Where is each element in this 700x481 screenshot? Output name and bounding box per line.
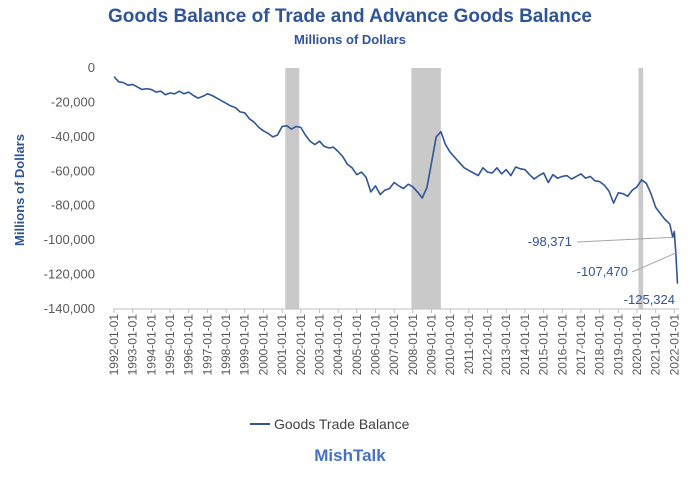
x-tick-label: 2002-01-01 (294, 314, 308, 376)
x-tick-label: 2020-01-01 (630, 314, 644, 376)
y-tick-label: -100,000 (44, 232, 95, 247)
x-tick-label: 2014-01-01 (518, 314, 532, 376)
x-tick-label: 2016-01-01 (555, 314, 569, 376)
x-tick-label: 1997-01-01 (200, 314, 214, 376)
data-label-leader (631, 252, 677, 273)
x-tick-label: 2010-01-01 (443, 314, 457, 376)
series-line (113, 76, 679, 284)
data-label: -98,371 (528, 234, 572, 249)
y-tick-label: -40,000 (51, 129, 95, 144)
x-tick-label: 2007-01-01 (387, 314, 401, 376)
x-tick-label: 2006-01-01 (368, 314, 382, 376)
x-tick-label: 2001-01-01 (275, 314, 289, 376)
recession-band (638, 68, 644, 309)
x-tick-label: 1995-01-01 (163, 314, 177, 376)
y-axis-label: Millions of Dollars (12, 134, 27, 246)
x-tick-label: 2013-01-01 (499, 314, 513, 376)
chart-title: Goods Balance of Trade and Advance Goods… (108, 6, 592, 27)
x-tick-label: 2022-01-01 (667, 314, 681, 376)
x-tick-label: 1993-01-01 (126, 314, 140, 376)
x-tick-label: 1998-01-01 (219, 314, 233, 376)
recession-band (285, 68, 300, 309)
x-tick-label: 2000-01-01 (256, 314, 270, 376)
x-tick-label: 2008-01-01 (406, 314, 420, 376)
x-tick-label: 2015-01-01 (537, 314, 551, 376)
y-tick-label: 0 (88, 60, 95, 75)
y-tick-label: -60,000 (51, 163, 95, 178)
x-tick-label: 2012-01-01 (481, 314, 495, 376)
data-label: -125,324 (624, 292, 675, 307)
x-tick-label: 1994-01-01 (144, 314, 158, 376)
x-tick-label: 1992-01-01 (107, 314, 121, 376)
x-tick-label: 1996-01-01 (182, 314, 196, 376)
data-label-leader (576, 236, 673, 243)
y-tick-label: -120,000 (44, 267, 95, 282)
x-tick-label: 2018-01-01 (593, 314, 607, 376)
footer-brand: MishTalk (314, 446, 386, 465)
x-tick-label: 1999-01-01 (238, 314, 252, 376)
x-tick-label: 2019-01-01 (611, 314, 625, 376)
data-label: -107,470 (577, 264, 628, 279)
y-tick-label: -140,000 (44, 301, 95, 316)
x-tick-label: 2004-01-01 (331, 314, 345, 376)
x-tick-label: 2017-01-01 (574, 314, 588, 376)
x-tick-label: 2011-01-01 (462, 314, 476, 375)
y-tick-label: -80,000 (51, 198, 95, 213)
x-tick-label: 2009-01-01 (425, 314, 439, 376)
chart-subtitle: Millions of Dollars (294, 32, 406, 47)
legend-entry: Goods Trade Balance (274, 416, 410, 432)
x-tick-label: 2021-01-01 (649, 314, 663, 376)
x-tick-label: 2005-01-01 (350, 314, 364, 376)
y-tick-label: -20,000 (51, 94, 95, 109)
x-tick-label: 2003-01-01 (312, 314, 326, 376)
